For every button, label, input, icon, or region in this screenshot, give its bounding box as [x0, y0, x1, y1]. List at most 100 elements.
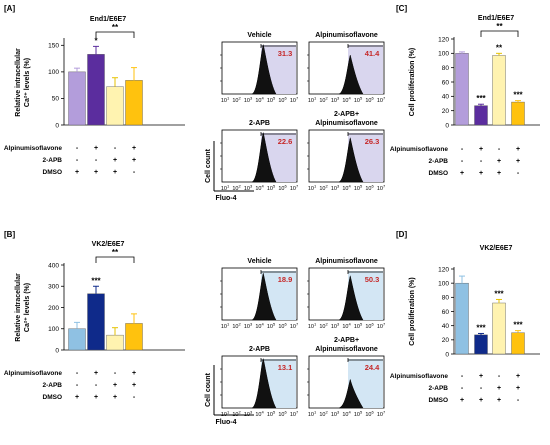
x-tick-label: 105 — [354, 322, 363, 331]
x-tick-exponent: 2 — [325, 184, 328, 189]
x-tick-exponent: 6 — [284, 322, 287, 327]
x-tick-label: 107 — [290, 410, 299, 419]
x-tick-label: 103 — [244, 410, 253, 419]
condition-sign: - — [498, 373, 501, 380]
x-tick-label: 102 — [232, 96, 241, 105]
x-tick-label: 105 — [354, 184, 363, 193]
histogram-peak — [251, 132, 277, 183]
comparison-bracket — [95, 256, 135, 263]
gate-percent: 26.3 — [365, 137, 380, 146]
x-tick-label: 101 — [221, 410, 230, 419]
x-tick-exponent: 7 — [296, 410, 299, 415]
x-tick-exponent: 5 — [360, 184, 363, 189]
x-tick-label: 102 — [319, 322, 328, 331]
panel-label: [C] — [396, 4, 407, 13]
x-tick-exponent: 2 — [325, 96, 328, 101]
y-tick-label: 120 — [438, 36, 449, 43]
fluo-label: Fluo-4 — [216, 195, 237, 202]
x-tick-exponent: 7 — [296, 322, 299, 327]
x-tick-exponent: 6 — [284, 96, 287, 101]
y-tick-label: 100 — [438, 51, 449, 58]
histogram-label: Alpinumisoflavone — [315, 120, 378, 127]
bar — [106, 86, 124, 126]
x-tick-label: 103 — [244, 96, 253, 105]
x-tick-exponent: 5 — [360, 322, 363, 327]
condition-label: DMSO — [429, 170, 449, 177]
x-tick-label: 106 — [365, 184, 374, 193]
flow-histogram-1: Vehicle 31.3 101 102 103 104 105 106 107 — [220, 32, 299, 104]
condition-sign: + — [516, 158, 520, 165]
x-tick-exponent: 3 — [337, 322, 340, 327]
bar — [492, 302, 506, 355]
flow-axis-legend-2: Cell count Fluo-4 — [205, 365, 254, 426]
x-tick-exponent: 3 — [250, 184, 253, 189]
x-tick-label: 102 — [232, 184, 241, 193]
x-tick-label: 104 — [342, 96, 351, 105]
histogram-peak — [338, 275, 364, 321]
histogram-label: 2-APB — [249, 120, 270, 127]
bar — [474, 334, 488, 355]
x-tick-exponent: 5 — [273, 96, 276, 101]
bar — [492, 55, 506, 126]
significance-label: * — [94, 36, 98, 45]
x-tick-exponent: 1 — [314, 184, 317, 189]
x-tick-exponent: 4 — [261, 322, 264, 327]
histogram-peak — [251, 273, 277, 321]
condition-sign: + — [479, 146, 483, 153]
x-tick-label: 107 — [377, 410, 386, 419]
x-tick-exponent: 6 — [371, 184, 374, 189]
significance-label: ** — [496, 43, 503, 52]
x-tick-exponent: 2 — [238, 96, 241, 101]
condition-sign: - — [461, 146, 464, 153]
x-tick-label: 106 — [365, 322, 374, 331]
x-tick-exponent: 6 — [371, 96, 374, 101]
condition-sign: + — [132, 370, 136, 377]
x-tick-label: 104 — [342, 410, 351, 419]
gate-percent: 18.9 — [278, 275, 293, 284]
x-tick-label: 107 — [377, 322, 386, 331]
bar-chart-3: End1/E6E7 Cell proliferation (%) 0 20 40 60 80… — [390, 15, 540, 177]
condition-sign: - — [480, 158, 483, 165]
condition-sign: - — [114, 145, 117, 152]
y-tick-label: 40 — [442, 323, 450, 330]
significance-label: *** — [476, 94, 486, 103]
x-tick-exponent: 5 — [360, 410, 363, 415]
x-tick-label: 102 — [319, 184, 328, 193]
x-tick-exponent: 1 — [314, 96, 317, 101]
condition-label: DMSO — [429, 397, 449, 404]
gate-percent: 13.1 — [278, 363, 293, 372]
x-tick-label: 106 — [365, 410, 374, 419]
condition-sign: + — [497, 385, 501, 392]
condition-sign: + — [460, 170, 464, 177]
x-tick-exponent: 5 — [273, 184, 276, 189]
y-axis-label: Ca²⁺ levels (%) — [24, 58, 31, 107]
condition-label: DMSO — [43, 394, 63, 401]
x-tick-exponent: 2 — [238, 322, 241, 327]
bar — [455, 53, 469, 126]
panel-label: [D] — [396, 230, 407, 239]
x-tick-label: 101 — [308, 410, 317, 419]
comparison-bracket — [95, 31, 135, 38]
gate-percent: 24.4 — [365, 363, 380, 372]
x-tick-label: 107 — [377, 96, 386, 105]
gate-percent: 22.6 — [278, 137, 293, 146]
x-tick-exponent: 3 — [250, 410, 253, 415]
x-tick-label: 102 — [232, 410, 241, 419]
x-tick-label: 101 — [308, 96, 317, 105]
condition-sign: + — [75, 394, 79, 401]
condition-sign: + — [113, 394, 117, 401]
condition-sign: + — [113, 169, 117, 176]
y-axis-label: Relative intracellular — [15, 48, 22, 117]
x-tick-exponent: 7 — [296, 184, 299, 189]
condition-label: Alpinumisoflavone — [4, 145, 63, 152]
x-tick-label: 101 — [221, 184, 230, 193]
histogram-label: Vehicle — [247, 32, 271, 39]
gate-percent: 31.3 — [278, 49, 293, 58]
x-tick-label: 103 — [244, 184, 253, 193]
y-tick-label: 20 — [442, 337, 450, 344]
x-tick-exponent: 6 — [284, 184, 287, 189]
x-tick-label: 102 — [319, 96, 328, 105]
x-tick-label: 107 — [290, 96, 299, 105]
y-tick-label: 0 — [55, 347, 59, 354]
condition-label: Alpinumisoflavone — [390, 373, 449, 380]
